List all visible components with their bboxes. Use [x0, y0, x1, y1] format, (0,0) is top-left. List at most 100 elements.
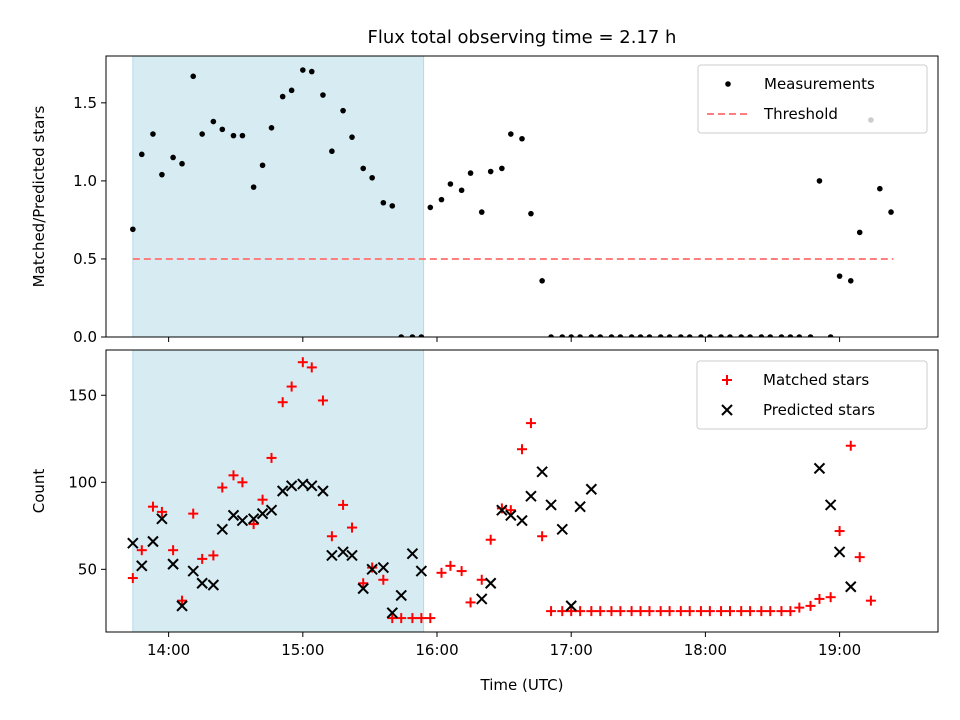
- matched-point: [277, 397, 288, 408]
- matched-point: [136, 545, 147, 556]
- matched-point: [517, 444, 527, 455]
- measurement-point: [398, 334, 405, 337]
- matched-point: [505, 505, 516, 516]
- predicted-point: [406, 547, 419, 560]
- matched-point: [606, 606, 617, 617]
- measurement-point: [646, 334, 653, 337]
- legend-marker-predicted: [721, 404, 733, 416]
- measurement-point: [349, 134, 355, 140]
- matched-point: [197, 553, 208, 564]
- matched-point: [644, 606, 655, 617]
- matched-point: [557, 606, 568, 617]
- matched-point: [716, 606, 727, 617]
- measurement-point: [250, 184, 257, 190]
- measurement-point: [888, 209, 894, 215]
- measurement-point: [170, 154, 176, 161]
- measurement-point: [519, 135, 525, 142]
- measurement-point: [816, 178, 823, 184]
- predicted-point: [156, 513, 168, 525]
- measurement-point: [409, 334, 416, 337]
- measurement-point: [588, 334, 595, 337]
- predicted-point: [136, 560, 148, 572]
- predicted-point: [236, 514, 249, 527]
- measurement-point: [360, 165, 367, 172]
- measurement-point: [467, 170, 474, 176]
- predicted-point: [585, 483, 598, 495]
- matched-point: [704, 606, 715, 617]
- matched-point: [566, 606, 577, 617]
- measurement-point: [268, 125, 275, 131]
- measurement-point: [239, 132, 246, 139]
- predicted-point: [536, 466, 548, 478]
- matched-point: [496, 503, 507, 514]
- x-tick-label: 19:00: [818, 641, 861, 659]
- plot-area: [127, 350, 876, 632]
- matched-point: [425, 613, 436, 624]
- predicted-point: [505, 509, 517, 522]
- measurement-point: [300, 67, 306, 73]
- measurement-point: [478, 209, 485, 215]
- predicted-point: [127, 537, 139, 549]
- matched-point: [546, 606, 557, 617]
- legend: Measurements Threshold: [697, 64, 928, 134]
- matched-point: [725, 606, 735, 617]
- matched-point: [736, 606, 747, 617]
- matched-point: [445, 560, 456, 571]
- measurement-point: [210, 118, 217, 125]
- measurement-point: [320, 92, 326, 98]
- predicted-point: [496, 504, 508, 516]
- measurement-point: [288, 87, 295, 94]
- matched-point: [358, 578, 369, 589]
- measurement-point: [847, 278, 854, 284]
- predicted-point: [285, 480, 298, 492]
- predicted-point: [556, 523, 568, 536]
- matched-point: [854, 552, 865, 563]
- measurement-point: [758, 334, 765, 337]
- y-tick-label: 0.5: [73, 250, 97, 268]
- measurement-point: [796, 334, 803, 337]
- matched-point: [217, 482, 228, 493]
- measurement-point: [767, 334, 774, 337]
- measurement-point: [608, 334, 615, 337]
- series-measurements: [130, 67, 894, 337]
- y-tick-label: 1.5: [73, 94, 97, 112]
- predicted-point: [357, 582, 369, 595]
- measurement-point: [150, 131, 156, 137]
- measurement-point: [380, 199, 387, 206]
- x-tick-label: 17:00: [550, 641, 593, 659]
- measurement-point: [657, 334, 664, 337]
- y-tick-label: 1.0: [73, 172, 97, 190]
- predicted-point: [216, 523, 229, 536]
- y-axis-label: Matched/Predicted stars: [30, 106, 48, 288]
- measurement-point: [666, 334, 673, 337]
- predicted-point: [306, 480, 318, 492]
- measurement-point: [447, 181, 454, 187]
- predicted-point: [366, 563, 378, 576]
- matched-point: [286, 381, 297, 392]
- measurement-point: [628, 334, 635, 337]
- predicted-point: [317, 485, 329, 497]
- measurement-point: [329, 148, 335, 155]
- matched-point: [476, 574, 487, 585]
- matched-point: [537, 531, 548, 542]
- measurement-point: [499, 165, 505, 172]
- matched-point: [814, 593, 825, 604]
- matched-point: [465, 597, 476, 608]
- matched-point: [684, 606, 695, 617]
- matched-point: [456, 566, 467, 577]
- predicted-point: [845, 581, 857, 593]
- legend-label: Measurements: [764, 75, 875, 93]
- matched-point: [664, 606, 675, 617]
- measurement-point: [138, 151, 145, 158]
- matched-point: [485, 534, 496, 545]
- predicted-point: [574, 500, 586, 513]
- predicted-point: [196, 577, 208, 589]
- predicted-point: [297, 478, 309, 490]
- matched-point: [266, 452, 277, 463]
- top-panel: 0.0 0.5 1.0 1.5 Matched/Predicted stars Measu…: [30, 55, 939, 346]
- matched-point: [595, 606, 606, 617]
- measurement-point: [199, 131, 205, 137]
- matched-point: [825, 592, 836, 603]
- matched-point: [615, 606, 626, 617]
